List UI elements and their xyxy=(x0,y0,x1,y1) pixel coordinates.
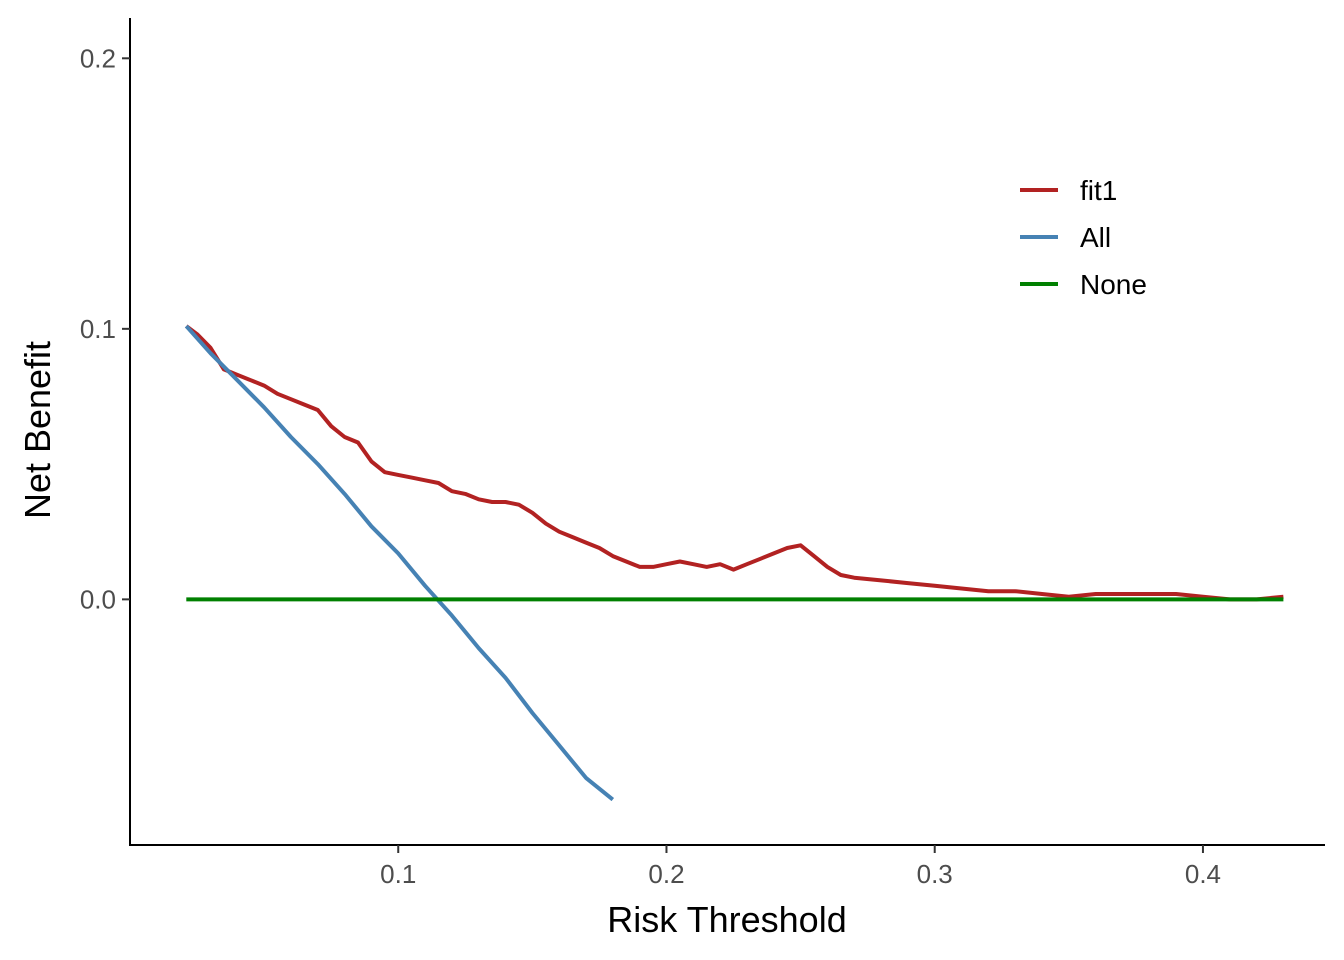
legend: fit1 All None xyxy=(1020,175,1147,300)
x-tick-label: 0.2 xyxy=(648,859,684,889)
y-tick-label: 0.2 xyxy=(80,43,116,73)
y-axis-ticks: 0.0 0.1 0.2 xyxy=(80,43,130,614)
y-axis-title: Net Benefit xyxy=(17,341,58,519)
y-tick-label: 0.1 xyxy=(80,314,116,344)
legend-label-all: All xyxy=(1080,222,1111,253)
x-tick-label: 0.4 xyxy=(1185,859,1221,889)
series-layer xyxy=(184,324,1284,802)
x-tick-label: 0.3 xyxy=(917,859,953,889)
x-axis-ticks: 0.1 0.2 0.3 0.4 xyxy=(380,845,1221,889)
x-axis-title: Risk Threshold xyxy=(607,899,846,940)
series-line-fit1 xyxy=(185,324,1284,602)
legend-label-fit1: fit1 xyxy=(1080,175,1117,206)
x-tick-label: 0.1 xyxy=(380,859,416,889)
series-line-all xyxy=(184,324,615,802)
legend-label-none: None xyxy=(1080,269,1147,300)
y-tick-label: 0.0 xyxy=(80,584,116,614)
